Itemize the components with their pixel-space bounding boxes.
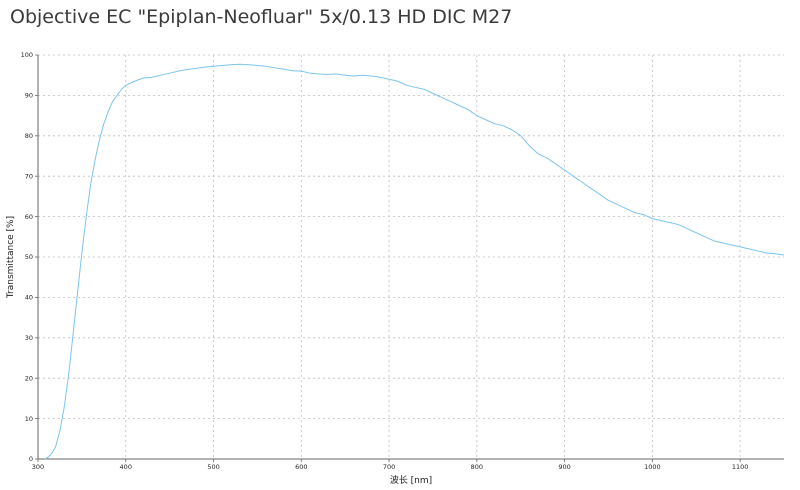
x-tick-label: 900 [558,463,570,471]
y-tick-label: 60 [25,213,33,221]
x-tick-label: 600 [295,463,307,471]
x-tick-label: 300 [32,463,44,471]
x-tick-label: 700 [383,463,395,471]
x-tick-label: 500 [207,463,219,471]
chart-title: Objective EC "Epiplan-Neofluar" 5x/0.13 … [10,6,513,28]
x-tick-label: 1100 [732,463,749,471]
y-tick-label: 90 [25,92,33,100]
series-line-0 [44,63,785,460]
tick-labels: 0 10 20 30 40 50 60 70 80 90 100 300 400 500 600 700 800… [21,51,749,471]
grid-lines [38,54,784,459]
y-tick-label: 80 [25,132,33,140]
x-tick-label: 1000 [644,463,661,471]
y-tick-label: 10 [25,415,33,423]
y-tick-label: 30 [25,334,33,342]
y-tick-label: 0 [29,455,33,463]
x-tick-label: 800 [471,463,483,471]
y-tick-label: 100 [21,51,33,59]
y-tick-label: 50 [25,253,33,261]
x-tick-label: 400 [120,463,132,471]
series-layer [44,63,785,460]
x-axis-label: 波长 [nm] [390,474,432,486]
axes [35,54,784,462]
y-tick-label: 40 [25,294,33,302]
y-tick-label: 20 [25,374,33,382]
y-tick-label: 70 [25,172,33,180]
y-axis-label: Transmittance [%] [6,216,16,299]
